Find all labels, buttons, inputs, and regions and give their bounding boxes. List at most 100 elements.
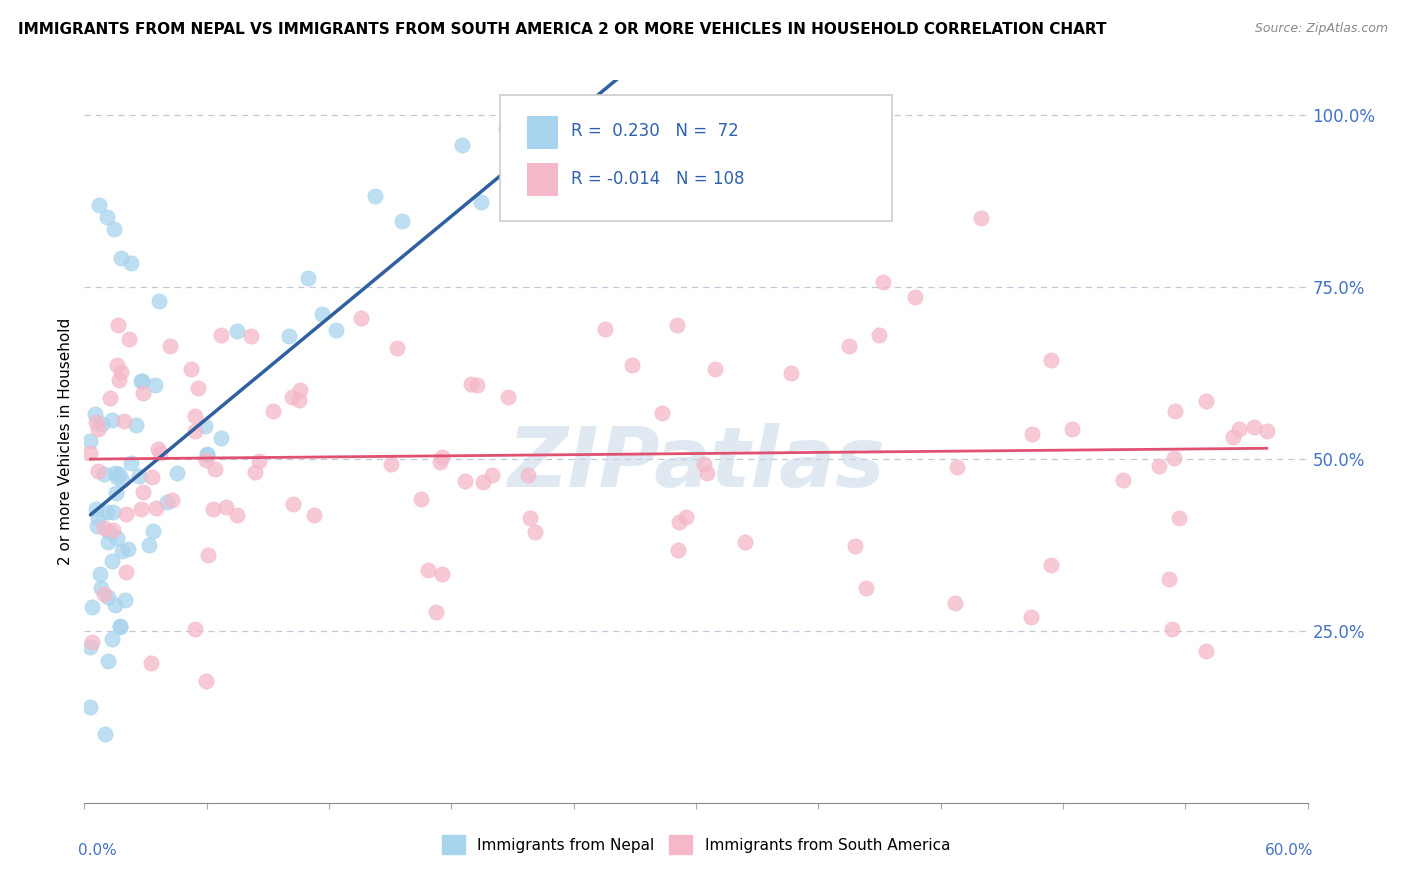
Point (675, 509, 697, 524)
Point (281, 390, 304, 404)
Point (104, 599, 127, 613)
Point (194, 453, 217, 467)
Point (107, 318, 129, 332)
Point (186, 381, 208, 395)
Point (195, 446, 218, 460)
Point (1111, 473, 1133, 487)
Point (142, 524, 165, 539)
Point (391, 214, 413, 228)
Point (481, 468, 503, 483)
Point (1060, 422, 1083, 436)
Point (495, 121, 517, 136)
Point (111, 473, 134, 487)
Point (288, 383, 311, 397)
Point (87, 422, 110, 436)
Point (429, 455, 451, 469)
Point (666, 543, 689, 558)
Point (249, 453, 271, 467)
Point (425, 605, 447, 619)
Text: R = -0.014   N = 108: R = -0.014 N = 108 (571, 169, 745, 187)
Point (668, 515, 690, 529)
Point (1222, 430, 1244, 444)
Point (533, 108, 555, 122)
Point (93, 727, 115, 741)
Point (108, 373, 131, 387)
Point (325, 323, 347, 337)
Point (129, 501, 152, 516)
Point (593, 322, 616, 336)
Point (97, 654, 120, 668)
Point (588, 108, 610, 122)
Point (117, 541, 139, 556)
Point (498, 390, 520, 404)
Text: R =  0.230   N =  72: R = 0.230 N = 72 (571, 122, 740, 140)
Point (586, 108, 609, 122)
Point (108, 620, 131, 634)
Point (943, 596, 966, 610)
Point (450, 138, 472, 153)
Text: 0.0%: 0.0% (79, 843, 117, 857)
Point (98, 391, 121, 405)
Point (195, 448, 218, 462)
Point (120, 456, 142, 470)
Point (184, 425, 207, 439)
Point (209, 327, 232, 342)
Point (115, 565, 138, 579)
Text: Source: ZipAtlas.com: Source: ZipAtlas.com (1254, 22, 1388, 36)
Point (101, 505, 124, 519)
Point (855, 581, 877, 595)
Point (104, 467, 127, 481)
Point (84, 501, 107, 516)
Point (904, 290, 927, 304)
Point (97, 591, 120, 605)
Point (159, 339, 181, 353)
Point (262, 403, 284, 417)
Point (114, 592, 136, 607)
Point (517, 467, 540, 482)
Point (79, 640, 101, 654)
Point (666, 318, 689, 332)
Text: 60.0%: 60.0% (1265, 843, 1313, 857)
Point (89, 567, 111, 582)
Y-axis label: 2 or more Vehicles in Household: 2 or more Vehicles in Household (58, 318, 73, 566)
Point (149, 446, 172, 460)
Point (297, 271, 319, 285)
FancyBboxPatch shape (501, 95, 891, 221)
Point (1040, 558, 1063, 572)
Point (209, 431, 232, 445)
Point (844, 539, 866, 553)
Point (100, 632, 122, 647)
Point (93, 521, 115, 535)
Point (1159, 572, 1181, 586)
Point (432, 567, 454, 582)
Text: ZIPatlas: ZIPatlas (508, 423, 884, 504)
Point (108, 619, 131, 633)
Point (110, 365, 132, 379)
Point (124, 417, 146, 432)
Point (111, 544, 134, 558)
Point (107, 467, 129, 482)
Point (1243, 420, 1265, 434)
Point (828, 197, 851, 211)
Point (82, 634, 104, 648)
Point (380, 457, 402, 471)
Point (704, 362, 727, 376)
Point (87, 464, 110, 478)
Point (105, 358, 128, 372)
Point (288, 393, 311, 408)
Point (454, 474, 477, 488)
Point (143, 377, 166, 392)
Point (87, 198, 110, 212)
Point (100, 413, 122, 427)
Point (243, 465, 266, 479)
Point (97, 535, 120, 549)
Point (96, 210, 118, 224)
Point (734, 535, 756, 549)
Point (118, 332, 141, 346)
Point (156, 495, 179, 509)
Point (1195, 394, 1218, 409)
Point (1163, 450, 1185, 465)
Point (129, 374, 152, 388)
Point (103, 222, 125, 236)
Point (184, 622, 207, 636)
